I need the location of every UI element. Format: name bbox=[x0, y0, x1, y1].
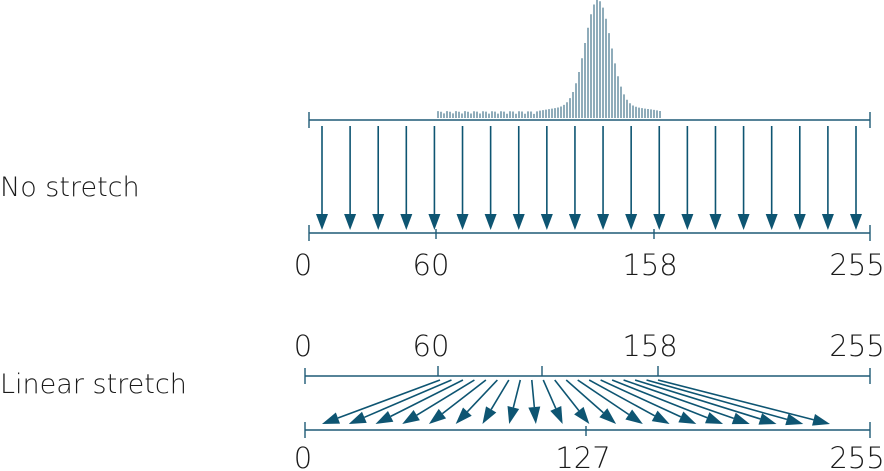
mapping-arrow bbox=[372, 126, 385, 230]
mapping-arrow bbox=[542, 379, 563, 424]
histogram bbox=[437, 0, 661, 118]
linear-stretch-output-axis bbox=[304, 422, 871, 438]
no-stretch-input-axis bbox=[308, 112, 871, 128]
mapping-arrow bbox=[657, 379, 830, 426]
mapping-arrow bbox=[577, 379, 643, 424]
mapping-arrow bbox=[322, 379, 441, 424]
mapping-arrow bbox=[482, 379, 510, 424]
mapping-arrow bbox=[565, 379, 617, 424]
mapping-arrow bbox=[625, 126, 638, 230]
no-stretch-output-axis bbox=[308, 225, 871, 241]
no-stretch-label: No stretch bbox=[0, 172, 140, 203]
mapping-arrow bbox=[600, 379, 697, 424]
tick-label-60: 60 bbox=[413, 329, 450, 363]
mapping-arrow bbox=[709, 126, 722, 230]
no-stretch-output-ticks: 0 60 158 255 bbox=[294, 248, 884, 282]
linear-stretch-output-ticks: 0 127 255 bbox=[294, 441, 884, 471]
mapping-arrow bbox=[400, 126, 413, 230]
linear-stretch-input-axis bbox=[304, 366, 871, 384]
mapping-arrow bbox=[554, 379, 590, 424]
tick-label-158: 158 bbox=[622, 329, 677, 363]
mapping-arrow bbox=[375, 379, 464, 424]
mapping-arrow bbox=[568, 126, 581, 230]
mapping-arrow bbox=[316, 126, 328, 230]
mapping-arrow bbox=[455, 379, 498, 424]
mapping-arrow bbox=[793, 126, 806, 230]
tick-label-0: 0 bbox=[294, 441, 312, 471]
tick-label-255: 255 bbox=[829, 248, 884, 282]
mapping-arrow bbox=[588, 379, 670, 424]
mapping-arrow bbox=[428, 379, 487, 424]
mapping-arrow bbox=[344, 126, 357, 230]
mapping-arrow bbox=[765, 126, 778, 230]
mapping-arrow bbox=[428, 126, 441, 230]
mapping-arrow bbox=[611, 379, 724, 424]
mapping-arrow bbox=[681, 126, 694, 230]
tick-label-60: 60 bbox=[413, 248, 450, 282]
mapping-arrow bbox=[737, 126, 750, 230]
tick-label-0: 0 bbox=[294, 248, 312, 282]
mapping-arrow bbox=[348, 379, 452, 424]
mapping-arrow bbox=[646, 379, 804, 426]
mapping-arrow bbox=[850, 126, 862, 230]
mapping-arrow bbox=[597, 126, 610, 230]
linear-stretch-section: Linear stretch 0 60 158 255 0 127 bbox=[0, 329, 884, 471]
mapping-arrow bbox=[456, 126, 469, 230]
no-stretch-arrows bbox=[316, 126, 862, 230]
mapping-arrow bbox=[484, 126, 497, 230]
mapping-arrow bbox=[634, 379, 777, 425]
tick-label-158: 158 bbox=[622, 248, 677, 282]
mapping-arrow bbox=[512, 126, 525, 230]
linear-stretch-input-ticks: 0 60 158 255 bbox=[294, 329, 884, 363]
mapping-arrow bbox=[402, 379, 475, 424]
linear-stretch-label: Linear stretch bbox=[0, 369, 187, 400]
mapping-arrow bbox=[623, 379, 750, 425]
tick-label-255: 255 bbox=[829, 441, 884, 471]
mapping-arrow bbox=[528, 379, 541, 424]
no-stretch-section: No stretch 0 60 158 255 bbox=[0, 0, 884, 282]
linear-stretch-arrows bbox=[322, 379, 830, 426]
tick-label-0: 0 bbox=[294, 329, 312, 363]
tick-label-127: 127 bbox=[555, 441, 610, 471]
tick-label-255: 255 bbox=[829, 329, 884, 363]
mapping-arrow bbox=[653, 126, 666, 230]
mapping-arrow bbox=[821, 126, 834, 230]
mapping-arrow bbox=[540, 126, 553, 230]
mapping-arrow bbox=[507, 379, 522, 424]
